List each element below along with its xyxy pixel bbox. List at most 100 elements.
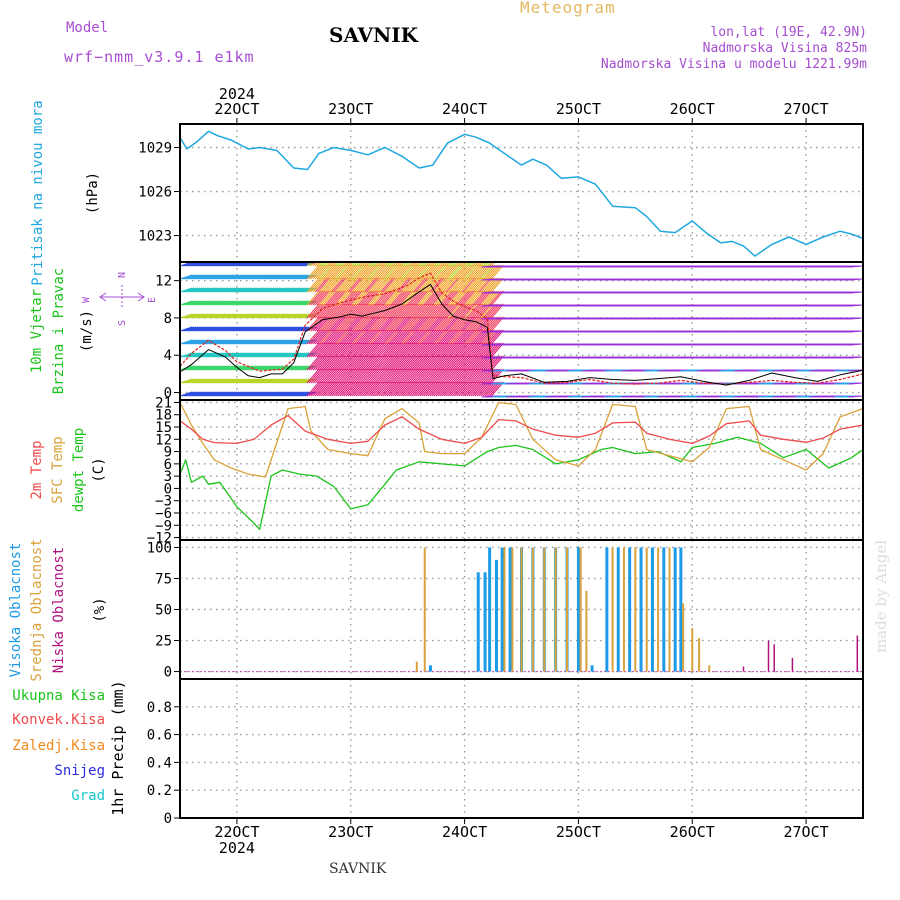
mid-cloud-bar bbox=[415, 661, 418, 672]
cloud-axis-title-1: Visoka Oblacnost bbox=[8, 543, 24, 678]
compass-arrow-icon bbox=[99, 292, 107, 302]
high-cloud-bar bbox=[428, 665, 432, 672]
temp-axis-title-1: 2m Temp bbox=[29, 440, 45, 499]
y-tick-label: 0.4 bbox=[147, 755, 172, 771]
mid-cloud-bar bbox=[554, 547, 557, 672]
x-tick-label-bottom: 27OCT bbox=[784, 823, 829, 841]
precip-axis-title: 1hr Precip (mm) bbox=[109, 680, 127, 815]
y-tick-label: 0.6 bbox=[147, 728, 172, 744]
y-tick-label: −3 bbox=[155, 494, 172, 510]
mid-cloud-bar bbox=[622, 547, 625, 672]
y-tick-label: 9 bbox=[164, 445, 172, 461]
mid-cloud-bar bbox=[634, 547, 637, 672]
precip-legend-item: Ukupna Kisa bbox=[12, 688, 105, 704]
high-cloud-bar bbox=[639, 547, 643, 672]
high-cloud-bar bbox=[494, 559, 498, 672]
y-tick-label: −12 bbox=[147, 531, 172, 547]
compass-arrow-icon bbox=[137, 292, 145, 302]
mid-cloud-bar bbox=[503, 547, 506, 672]
mid-cloud-bar bbox=[611, 547, 614, 672]
high-cloud-bar bbox=[590, 665, 594, 672]
y-tick-label: 1026 bbox=[138, 185, 172, 201]
y-tick-label: −9 bbox=[155, 518, 172, 534]
y-tick-label: 75 bbox=[155, 571, 172, 587]
x-tick-label-bottom: 22OCT bbox=[214, 823, 259, 841]
mid-cloud-bar bbox=[520, 547, 523, 672]
wind-axis-title-2: Brzina i Pravac bbox=[51, 268, 67, 394]
temp2m-line bbox=[179, 414, 864, 445]
model-altitude-label: Nadmorska Visina u modelu 1221.99m bbox=[600, 57, 867, 72]
mid-cloud-bar bbox=[657, 547, 660, 672]
panel-frame-pressure bbox=[179, 123, 864, 263]
y-tick-label: 6 bbox=[164, 457, 172, 473]
model-name: wrf−nmm_v3.9.1 e1km bbox=[64, 48, 255, 66]
compass-n: N bbox=[117, 272, 128, 278]
y-tick-label: 0.8 bbox=[147, 700, 172, 716]
meteogram-title: Meteogram bbox=[520, 0, 616, 17]
precip-legend-item: Zaledj.Kisa bbox=[12, 738, 105, 754]
mid-cloud-bar bbox=[511, 547, 514, 672]
sfc-temp-line bbox=[179, 401, 864, 478]
precip-legend-item: Konvek.Kisa bbox=[12, 712, 105, 728]
x-tick-label-top: 24OCT bbox=[442, 100, 487, 118]
wind-axis-title-1: 10m Vjetar bbox=[29, 289, 45, 373]
y-tick-label: 0.2 bbox=[147, 783, 172, 799]
mid-cloud-bar bbox=[543, 547, 546, 672]
high-cloud-bar bbox=[673, 547, 677, 672]
high-cloud-bar bbox=[500, 547, 504, 672]
precip-legend-item: Grad bbox=[71, 788, 105, 804]
model-label: Model bbox=[66, 20, 109, 36]
y-tick-label: 15 bbox=[155, 420, 172, 436]
y-tick-label: 0 bbox=[164, 811, 172, 827]
cloud-unit-label: (%) bbox=[92, 597, 108, 622]
x-tick-label-bottom: 26OCT bbox=[670, 823, 715, 841]
mid-cloud-bar bbox=[682, 603, 685, 672]
x-tick-label-bottom: 23OCT bbox=[328, 823, 373, 841]
x-tick-label-bottom: 25OCT bbox=[556, 823, 601, 841]
y-tick-label: 12 bbox=[155, 274, 172, 290]
y-tick-label: 100 bbox=[147, 540, 172, 556]
y-tick-label: 0 bbox=[164, 665, 172, 681]
dewpoint-line bbox=[179, 436, 864, 531]
mid-cloud-bar bbox=[668, 547, 671, 672]
high-cloud-bar bbox=[488, 547, 492, 672]
y-tick-label: 0 bbox=[164, 386, 172, 402]
year-label-bottom: 2024 bbox=[219, 839, 255, 857]
y-tick-label: 1029 bbox=[138, 140, 172, 156]
low-cloud-bar bbox=[773, 644, 775, 672]
x-tick-label-top: 25OCT bbox=[556, 100, 601, 118]
high-cloud-bar bbox=[476, 572, 480, 672]
wind-unit-label: (m/s) bbox=[79, 310, 95, 352]
wind-speed-line bbox=[179, 283, 864, 386]
precip-legend-item: Snijeg bbox=[54, 763, 105, 779]
y-tick-label: 1023 bbox=[138, 229, 172, 245]
mid-cloud-bar bbox=[531, 547, 534, 672]
mid-cloud-bar bbox=[708, 665, 711, 672]
temp-unit-label: (C) bbox=[91, 457, 107, 482]
y-tick-label: −6 bbox=[155, 506, 172, 522]
footer-station: SAVNIK bbox=[329, 861, 387, 877]
cloud-axis-title-2: Srednja Oblacnost bbox=[29, 538, 45, 681]
temp-axis-title-3: dewpt Temp bbox=[71, 428, 87, 512]
year-label-top: 2024 bbox=[219, 85, 255, 103]
high-cloud-bar bbox=[508, 547, 512, 672]
panel-frame-precipitation bbox=[179, 678, 864, 819]
x-tick-label-top: 27OCT bbox=[784, 100, 829, 118]
x-tick-label-top: 23OCT bbox=[328, 100, 373, 118]
high-cloud-bar bbox=[650, 547, 654, 672]
x-tick-label-top: 22OCT bbox=[214, 100, 259, 118]
high-cloud-bar bbox=[576, 547, 580, 672]
high-cloud-bar bbox=[628, 547, 632, 672]
y-tick-label: 50 bbox=[155, 603, 172, 619]
y-tick-label: 4 bbox=[164, 348, 172, 364]
mid-cloud-bar bbox=[698, 638, 701, 672]
low-cloud-bar bbox=[767, 640, 770, 672]
mid-cloud-bar bbox=[645, 547, 648, 672]
high-cloud-bar bbox=[616, 547, 620, 672]
mid-cloud-bar bbox=[579, 547, 582, 672]
high-cloud-bar bbox=[483, 572, 487, 672]
station-title: SAVNIK bbox=[329, 23, 419, 47]
compass-s: S bbox=[117, 320, 128, 326]
y-tick-label: 21 bbox=[155, 395, 172, 411]
mid-cloud-bar bbox=[691, 628, 694, 672]
